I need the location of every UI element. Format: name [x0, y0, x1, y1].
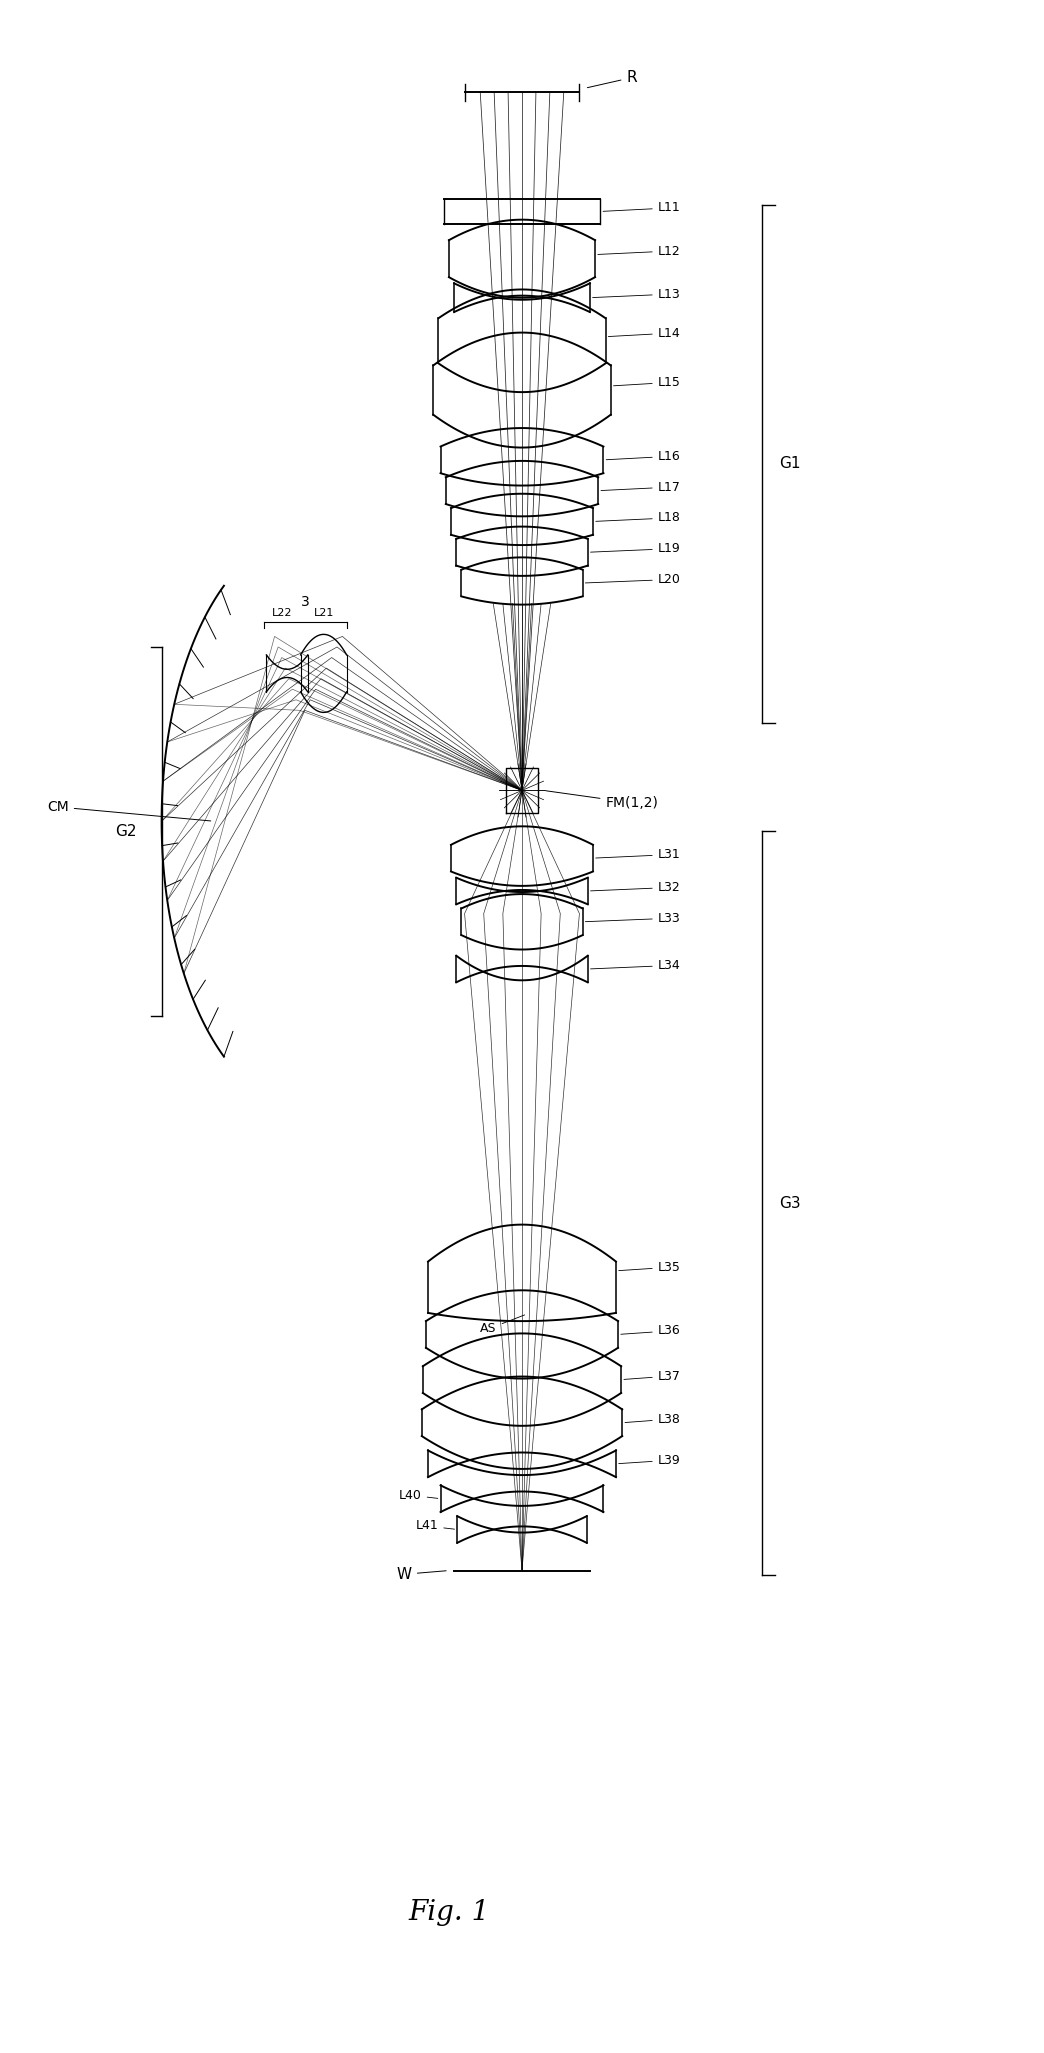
- Text: L18: L18: [596, 511, 681, 524]
- Text: L17: L17: [601, 480, 681, 493]
- Text: L19: L19: [591, 542, 681, 554]
- Text: L35: L35: [619, 1261, 681, 1273]
- Text: L33: L33: [586, 912, 681, 924]
- Text: G3: G3: [779, 1195, 801, 1211]
- Text: L21: L21: [313, 608, 334, 618]
- Text: 3: 3: [301, 595, 310, 608]
- Text: L16: L16: [607, 450, 681, 462]
- Text: L37: L37: [624, 1369, 681, 1382]
- Text: CM: CM: [47, 801, 211, 821]
- Text: L14: L14: [609, 326, 681, 339]
- Text: R: R: [588, 70, 637, 88]
- Text: Fig. 1: Fig. 1: [408, 1899, 490, 1926]
- Text: L32: L32: [591, 881, 681, 893]
- Text: L13: L13: [593, 287, 681, 300]
- Text: AS: AS: [480, 1314, 525, 1334]
- Text: L11: L11: [603, 201, 681, 214]
- Text: G1: G1: [779, 456, 801, 472]
- Text: L38: L38: [625, 1412, 681, 1425]
- Text: L20: L20: [586, 573, 681, 585]
- Text: L41: L41: [416, 1519, 454, 1532]
- Text: W: W: [397, 1566, 446, 1581]
- Text: L12: L12: [598, 244, 681, 257]
- Text: L15: L15: [614, 376, 681, 388]
- Text: L22: L22: [271, 608, 292, 618]
- Text: L31: L31: [596, 848, 681, 860]
- Text: L39: L39: [619, 1454, 681, 1466]
- Text: L34: L34: [591, 959, 681, 971]
- Text: L40: L40: [399, 1488, 437, 1501]
- Text: G2: G2: [115, 823, 137, 840]
- Text: L36: L36: [621, 1324, 681, 1337]
- Text: FM(1,2): FM(1,2): [546, 790, 659, 809]
